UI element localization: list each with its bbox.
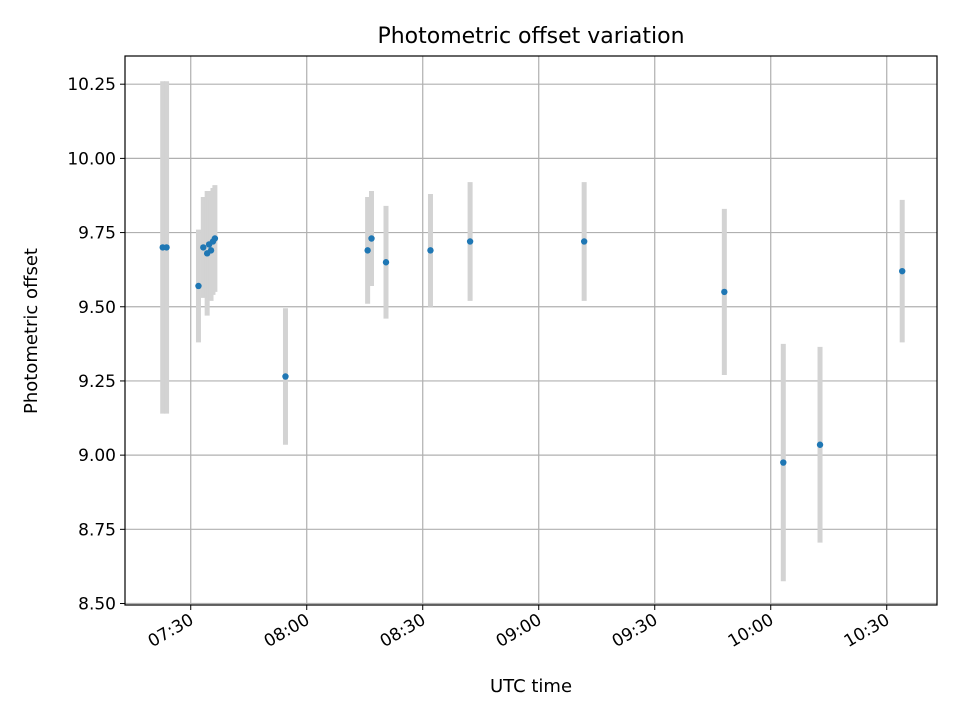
y-axis-label: Photometric offset — [21, 248, 42, 414]
data-point — [195, 282, 202, 290]
y-tick-label: 8.50 — [78, 595, 116, 615]
y-tick-label: 10.00 — [67, 149, 116, 169]
data-point — [163, 244, 170, 251]
y-tick-label: 8.75 — [78, 520, 116, 540]
data-point — [466, 238, 474, 245]
data-point — [721, 288, 728, 296]
y-tick-label: 9.00 — [78, 446, 116, 466]
data-point — [427, 247, 434, 254]
plot-frame — [124, 55, 938, 606]
x-axis-label: UTC time — [490, 676, 572, 697]
data-point — [282, 373, 289, 380]
data-point — [207, 247, 215, 254]
data-point — [816, 441, 824, 448]
data-point — [780, 459, 787, 466]
data-point — [364, 247, 371, 254]
y-tick-label: 9.50 — [78, 298, 116, 318]
grid — [125, 56, 937, 605]
data-points — [159, 235, 906, 466]
chart-title: Photometric offset variation — [377, 24, 684, 49]
data-point — [368, 235, 375, 242]
data-point — [200, 244, 207, 251]
data-point — [211, 235, 219, 242]
data-point — [580, 238, 588, 245]
y-tick-label: 9.75 — [78, 224, 116, 244]
data-point — [899, 267, 906, 275]
y-axis-ticks: 8.50 8.75 9.00 9.25 9.50 9.75 10.00 10.25 — [67, 75, 125, 615]
y-tick-label: 9.25 — [78, 372, 116, 392]
data-point — [382, 259, 390, 266]
y-tick-label: 10.25 — [67, 75, 116, 95]
